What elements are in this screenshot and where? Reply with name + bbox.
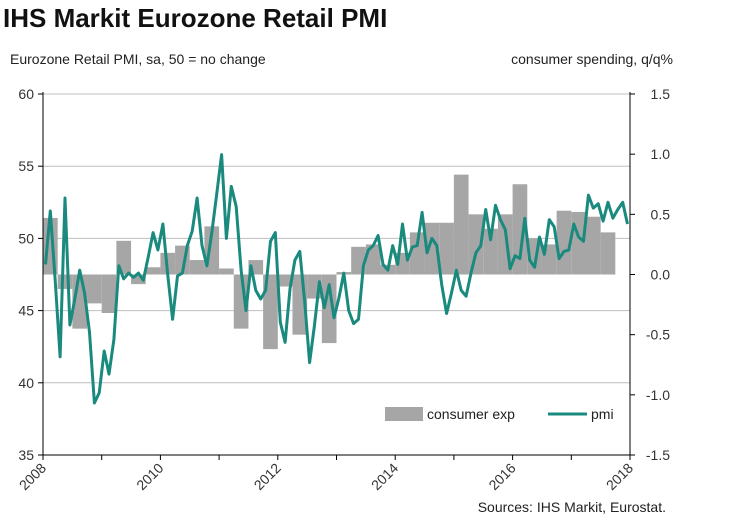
- bar-consumer-exp-2013.5: [365, 244, 381, 275]
- right-tick-label--1.5: -1.5: [646, 447, 670, 463]
- grid-layer: [43, 93, 630, 384]
- bar-consumer-exp-2011.25: [233, 274, 249, 329]
- left-tick-label-45: 45: [18, 303, 34, 319]
- x-tick-label-2012: 2012: [251, 460, 284, 493]
- bar-consumer-exp-2015: [453, 174, 469, 275]
- bar-consumer-exp-2008.75: [87, 274, 102, 304]
- legend-swatch-consumer-exp: [385, 407, 423, 421]
- right-tick-label-0.0: 0.0: [651, 267, 671, 283]
- x-tick-label-2014: 2014: [368, 460, 401, 493]
- bar-consumer-exp-2017: [571, 211, 586, 275]
- bar-consumer-exp-2010.5: [189, 260, 205, 275]
- bar-consumer-exp-2014.75: [439, 222, 454, 275]
- right-tick-label--0.5: -0.5: [646, 327, 670, 343]
- right-tick-label--1.0: -1.0: [646, 387, 670, 403]
- right-tick-label-1.5: 1.5: [651, 86, 671, 102]
- x-tick-label-2010: 2010: [133, 460, 166, 493]
- left-tick-label-55: 55: [18, 158, 34, 174]
- right-tick-label-1.0: 1.0: [651, 146, 671, 162]
- left-tick-label-50: 50: [18, 230, 34, 246]
- x-tick-label-2008: 2008: [16, 460, 49, 493]
- right-tick-label-0.5: 0.5: [651, 206, 671, 222]
- bar-consumer-exp-2012.75: [321, 274, 337, 344]
- left-tick-label-35: 35: [18, 447, 34, 463]
- bar-consumer-exp-2009: [101, 274, 117, 314]
- left-tick-label-40: 40: [18, 375, 34, 391]
- left-tick-label-60: 60: [18, 86, 34, 102]
- bar-consumer-exp-2016: [512, 184, 528, 275]
- bar-consumer-exp-2011.75: [263, 274, 278, 350]
- bar-consumer-exp-2014.5: [424, 222, 440, 275]
- bar-consumer-exp-2012: [277, 274, 293, 287]
- legend-label-pmi: pmi: [591, 406, 614, 422]
- right-axis-label: consumer spending, q/q%: [511, 51, 673, 67]
- bar-consumer-exp-2017.25: [585, 216, 601, 275]
- x-tick-label-2018: 2018: [603, 460, 636, 493]
- legend-label-consumer-exp: consumer exp: [427, 406, 515, 422]
- x-tick-label-2016: 2016: [485, 460, 518, 493]
- bar-consumer-exp-2009.5: [131, 274, 146, 285]
- bar-consumer-exp-2008.25: [57, 274, 73, 289]
- bar-consumer-exp-2017.5: [600, 232, 616, 275]
- legend: consumer exp pmi: [385, 406, 614, 422]
- pmi-line: [44, 153, 629, 405]
- source-note: Sources: IHS Markit, Eurostat.: [478, 499, 666, 515]
- bar-consumer-exp-2009.75: [145, 267, 161, 275]
- left-axis-label: Eurozone Retail PMI, sa, 50 = no change: [10, 51, 266, 67]
- bar-consumer-exp-2011: [219, 268, 234, 275]
- pmi-line-layer: [44, 153, 629, 405]
- chart-title: IHS Markit Eurozone Retail PMI: [3, 3, 387, 33]
- bar-consumer-exp-2014.25: [409, 232, 425, 275]
- bar-consumer-exp-2015.5: [483, 228, 498, 275]
- bar-consumer-exp-2015.25: [468, 214, 484, 275]
